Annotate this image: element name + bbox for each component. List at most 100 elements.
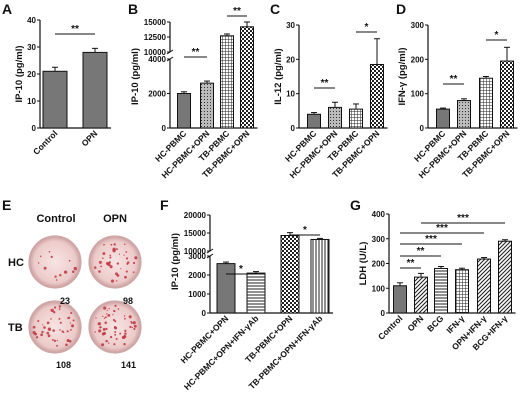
elispot-spot <box>56 339 58 342</box>
elispot-spot <box>66 338 70 343</box>
elispot-spot <box>50 308 54 313</box>
elispot-spot <box>119 332 122 335</box>
elispot-column-header: Control <box>36 213 75 225</box>
spot-count: 141 <box>121 360 136 370</box>
y-axis-title: LDH (U/L) <box>358 242 369 286</box>
x-tick-label: BCG <box>425 313 446 334</box>
panel-label-f: F <box>160 197 169 213</box>
elispot-spot <box>105 339 108 343</box>
elispot-spot <box>134 256 138 260</box>
elispot-spot <box>70 324 75 328</box>
elispot-spot <box>47 334 51 338</box>
elispot-spot <box>102 315 104 318</box>
elispot-spot <box>106 313 108 315</box>
elispot-spot <box>71 270 75 274</box>
elispot-spot <box>128 315 132 319</box>
bar <box>328 106 342 129</box>
elispot-spot <box>58 317 61 320</box>
elispot-spot <box>73 266 77 271</box>
elispot-spot <box>113 309 116 313</box>
significance-label: *** <box>457 213 469 224</box>
elispot-spot <box>103 306 107 310</box>
elispot-well <box>28 235 82 289</box>
y-tick-label: 200 <box>372 260 386 269</box>
elispot-spot <box>105 327 108 331</box>
elispot-spot <box>98 270 101 273</box>
significance-label: ** <box>417 246 425 257</box>
bar <box>82 51 108 129</box>
elispot-spot <box>123 315 126 317</box>
elispot-spot <box>123 335 127 339</box>
y-tick-label: 30 <box>286 21 295 30</box>
y-tick-label: 20000 <box>184 211 207 220</box>
bar <box>307 113 321 129</box>
significance-label: * <box>303 225 307 236</box>
elispot-spot <box>116 274 120 277</box>
bar <box>280 235 300 314</box>
elispot-spot <box>47 327 52 331</box>
elispot-spot <box>63 270 68 274</box>
elispot-spot <box>125 251 128 253</box>
elispot-spot <box>101 343 105 347</box>
panel-label-a: A <box>2 1 12 17</box>
elispot-spot <box>52 310 56 314</box>
elispot-spot <box>68 339 72 343</box>
elispot-row-header: TB <box>8 322 23 334</box>
elispot-spot <box>114 333 117 336</box>
elispot-spot <box>115 337 118 341</box>
elispot-spot <box>109 265 113 269</box>
elispot-spot <box>100 265 102 268</box>
elispot-spot <box>125 257 129 260</box>
y-tick-label: 0 <box>291 124 296 133</box>
elispot-spot <box>32 325 36 329</box>
bar <box>500 60 514 129</box>
elispot-spot <box>69 328 72 331</box>
panel-label-d: D <box>396 1 406 17</box>
bar <box>310 238 330 314</box>
elispot-spot <box>98 260 102 264</box>
elispot-spot <box>125 270 128 273</box>
y-tick-label: 0 <box>381 309 386 318</box>
bar <box>455 269 469 314</box>
elispot-spot <box>113 243 116 246</box>
elispot-spot <box>109 256 112 259</box>
y-tick-label: 2000 <box>148 90 166 99</box>
elispot-spot <box>114 304 117 307</box>
elispot-spot <box>58 308 61 310</box>
elispot-spot <box>50 318 52 320</box>
bar <box>349 108 363 129</box>
elispot-spot <box>124 329 127 333</box>
elispot-spot <box>126 262 129 265</box>
elispot-spot <box>110 243 113 246</box>
elispot-spot <box>94 331 96 333</box>
elispot-spot <box>37 319 40 323</box>
elispot-spot <box>103 317 106 319</box>
y-tick-label: 3000 <box>188 252 206 261</box>
elispot-spot <box>109 335 113 339</box>
y-tick-label: 200 <box>411 55 425 64</box>
elispot-column-header: OPN <box>103 213 127 225</box>
elispot-spot <box>43 266 47 270</box>
significance-label: * <box>495 30 499 41</box>
elispot-spot <box>58 305 62 308</box>
elispot-spot <box>113 343 116 346</box>
elispot-spot <box>133 261 136 265</box>
y-tick-label: 400 <box>372 210 386 219</box>
elispot-spot <box>108 342 110 344</box>
elispot-row-header: HC <box>8 257 24 269</box>
elispot-spot <box>114 331 117 333</box>
y-tick-label: 10 <box>27 97 36 106</box>
bar <box>220 35 234 129</box>
significance-label: ** <box>407 258 415 269</box>
elispot-spot <box>115 280 118 282</box>
elispot-spot <box>110 279 115 283</box>
y-tick-label: 10000 <box>184 247 207 256</box>
y-tick-label: 0 <box>162 124 167 133</box>
bar <box>434 267 448 314</box>
elispot-spot <box>59 329 61 331</box>
elispot-spot <box>132 271 135 274</box>
elispot-spot <box>70 311 73 315</box>
panel-label-b: B <box>128 1 138 17</box>
elispot-spot <box>54 275 57 278</box>
